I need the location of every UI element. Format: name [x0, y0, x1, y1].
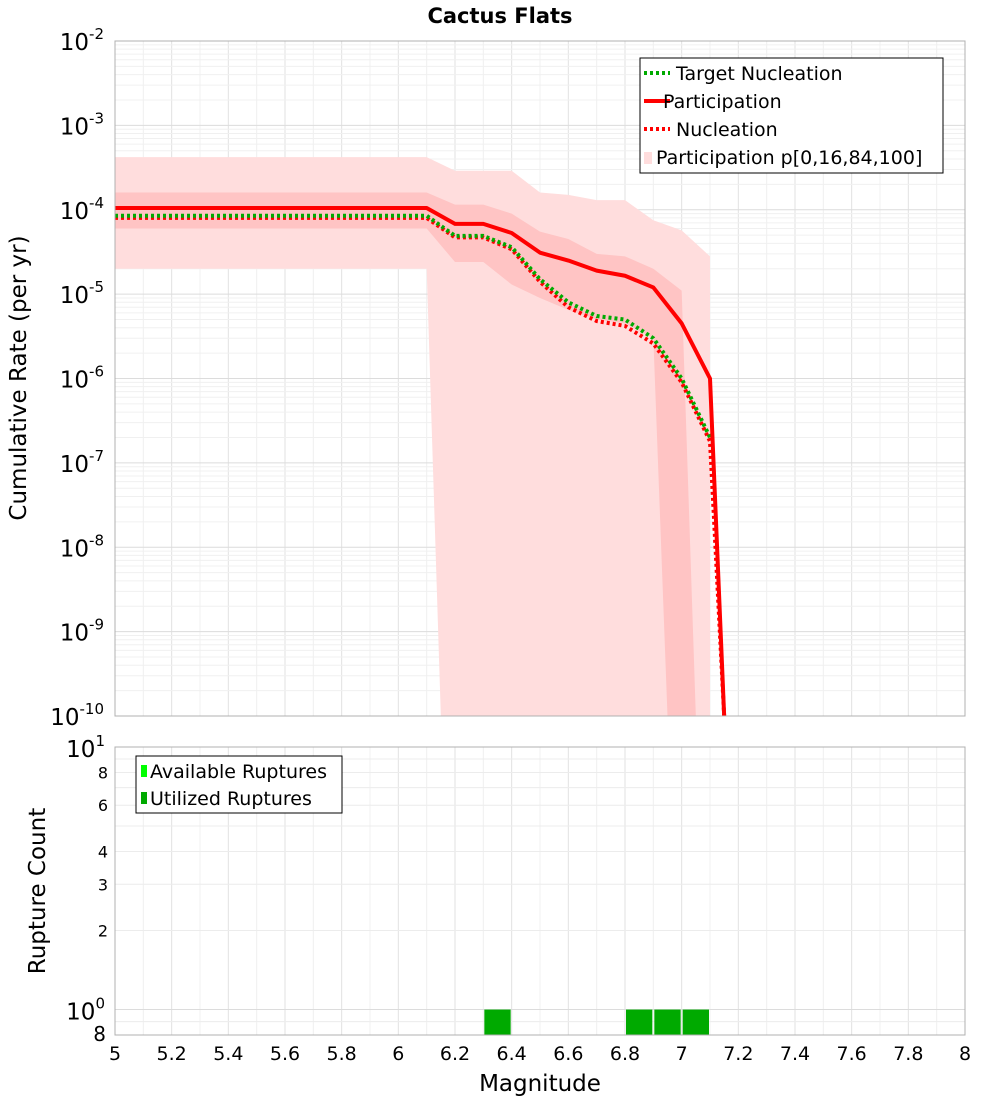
bottom-y-tick-label: 4 [98, 842, 108, 861]
top-plot-legend: Target Nucleation Participation Nucleation… [639, 57, 944, 174]
bottom-y-tick-label: 8 [98, 763, 108, 782]
x-tick-label: 5.2 [157, 1043, 187, 1065]
bottom-legend-box [135, 755, 343, 814]
x-tick-label: 5.6 [270, 1043, 300, 1065]
x-tick-label: 5 [109, 1043, 121, 1065]
rupture-bar [626, 1009, 653, 1035]
top-y-axis-label: Cumulative Rate (per yr) [6, 235, 32, 520]
bottom-plot-frame [114, 746, 966, 1036]
bottom-y-tick-label: 101 [66, 732, 105, 763]
top-y-tick-label: 10-7 [60, 447, 104, 478]
rupture-bar [682, 1009, 709, 1035]
bottom-y-axis-label: Rupture Count [25, 808, 51, 974]
x-tick-label: 7.4 [780, 1043, 810, 1065]
legend-label: Nucleation [676, 119, 778, 141]
legend-label: Available Ruptures [150, 761, 327, 783]
legend-swatch-bar [141, 792, 147, 804]
bottom-plot-x-ticks: 5 5.2 5.4 5.6 5.8 6 6.2 6.4 6.6 6.8 7 7.2 7.4 7.6 7.8 8 [109, 1043, 971, 1065]
x-tick-label: 6.8 [610, 1043, 640, 1065]
x-tick-label: 5.4 [213, 1043, 243, 1065]
legend-label: Participation [663, 91, 782, 113]
legend-label: Participation p[0,16,84,100] [656, 147, 922, 169]
top-y-tick-label: 10-8 [60, 531, 104, 562]
top-y-tick-label: 10-10 [50, 700, 104, 731]
series-line-nucleation [115, 215, 727, 717]
top-plot: 10-2 10-3 10-4 10-5 10-6 10-7 10-8 10-9 10-10 Ta… [6, 4, 966, 731]
x-tick-label: 6.6 [553, 1043, 583, 1065]
bottom-y-tick-label: 2 [98, 922, 108, 941]
top-y-tick-label: 10-9 [60, 616, 104, 647]
top-legend-box [639, 57, 944, 174]
top-plot-y-ticks: 10-2 10-3 10-4 10-5 10-6 10-7 10-8 10-9 10-10 [50, 25, 104, 731]
top-y-tick-label: 10-3 [60, 109, 104, 140]
legend-label: Utilized Ruptures [150, 788, 312, 810]
x-axis-label: Magnitude [479, 1071, 601, 1097]
x-tick-label: 7.2 [723, 1043, 753, 1065]
rupture-bar [654, 1009, 681, 1035]
legend-swatch-band [644, 152, 652, 164]
top-y-tick-label: 10-6 [60, 363, 104, 394]
top-y-tick-label: 10-4 [60, 194, 104, 225]
legend-label: Target Nucleation [675, 63, 843, 85]
x-tick-label: 7 [676, 1043, 688, 1065]
bottom-y-tick-label: 6 [98, 796, 108, 815]
top-plot-frame [114, 40, 966, 717]
bottom-plot-bars [484, 1009, 709, 1035]
top-plot-lines [115, 205, 727, 717]
bottom-y-tick-label: 3 [98, 875, 108, 894]
x-tick-label: 6.2 [440, 1043, 470, 1065]
bottom-y-tick-label: 100 [66, 995, 105, 1026]
rupture-bar [484, 1009, 511, 1035]
chart-title: Cactus Flats [427, 4, 572, 28]
x-tick-label: 7.6 [837, 1043, 867, 1065]
top-y-tick-label: 10-5 [60, 278, 104, 309]
x-tick-label: 8 [959, 1043, 971, 1065]
x-tick-label: 6.4 [497, 1043, 527, 1065]
x-tick-label: 6 [392, 1043, 404, 1065]
top-y-tick-label: 10-2 [60, 25, 104, 56]
legend-swatch-bar [141, 765, 147, 777]
series-line-participation [115, 205, 727, 717]
bottom-plot-legend: Available Ruptures Utilized Ruptures [135, 755, 343, 814]
bottom-y-tick-label: 8 [93, 1022, 106, 1046]
x-tick-label: 7.8 [893, 1043, 923, 1065]
x-tick-label: 5.8 [327, 1043, 357, 1065]
